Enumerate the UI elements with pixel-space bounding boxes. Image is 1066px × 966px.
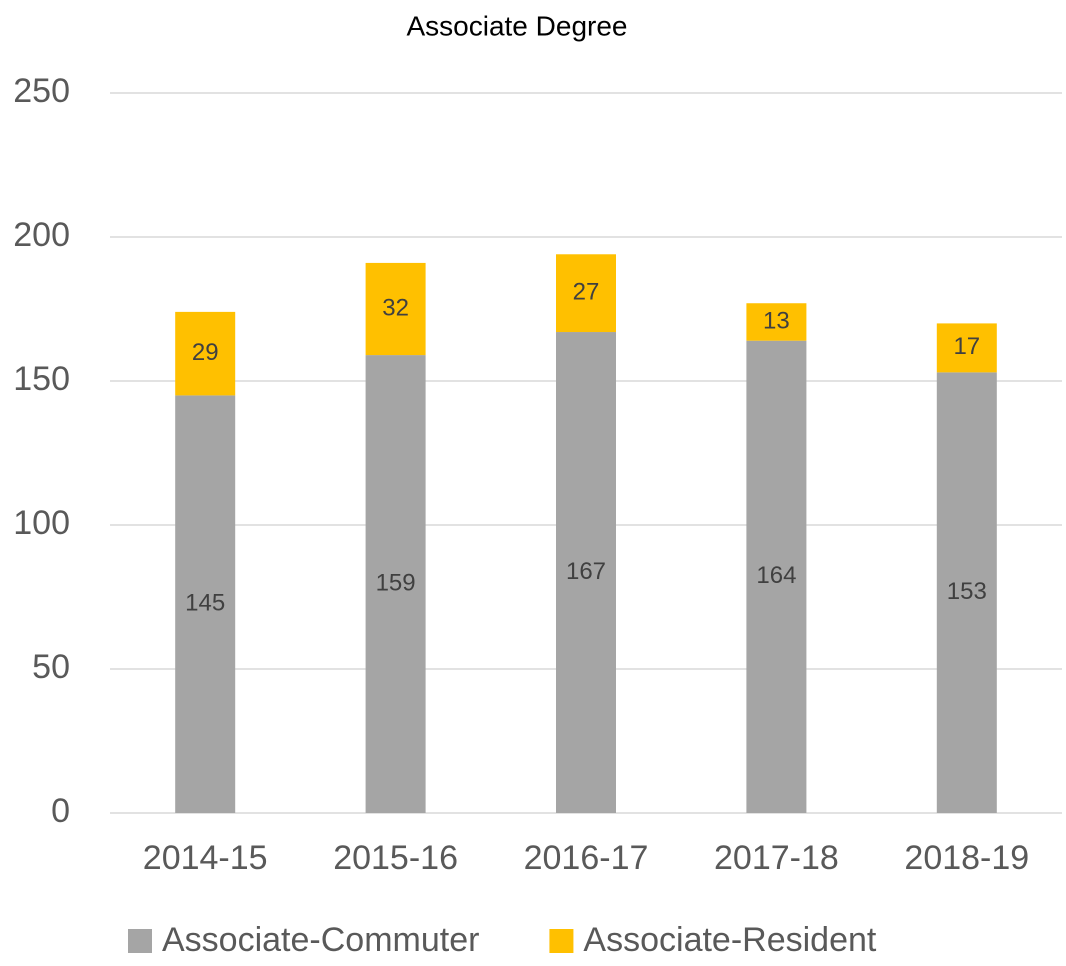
data-label: 13	[763, 307, 790, 334]
data-label: 29	[192, 339, 219, 366]
x-tick-label: 2018-19	[904, 839, 1029, 877]
y-tick-label: 0	[51, 792, 70, 830]
legend-swatch	[549, 929, 574, 953]
data-label: 164	[756, 562, 796, 589]
bar-segment	[365, 355, 426, 813]
y-tick-label: 50	[32, 648, 70, 686]
data-label: 32	[382, 294, 409, 321]
bar-segment	[746, 303, 807, 341]
legend-label: Associate-Resident	[583, 921, 876, 959]
x-tick-label: 2016-17	[524, 839, 649, 877]
x-tick-label: 2017-18	[714, 839, 839, 877]
y-tick-label: 250	[13, 72, 70, 110]
y-tick-label: 100	[13, 504, 70, 542]
legend-label: Associate-Commuter	[162, 921, 479, 959]
y-tick-label: 200	[13, 216, 70, 254]
x-tick-label: 2015-16	[333, 839, 458, 877]
data-label: 17	[953, 333, 980, 360]
bar-segment	[175, 311, 236, 396]
bar-segment	[365, 262, 426, 356]
bar-segment	[936, 323, 997, 373]
bar-segment	[746, 340, 807, 813]
data-label: 159	[376, 569, 416, 596]
y-tick-label: 150	[13, 360, 70, 398]
data-label: 167	[566, 558, 606, 585]
chart-title: Associate Degree	[406, 10, 627, 41]
bar-segment	[556, 332, 616, 813]
data-label: 153	[947, 578, 987, 605]
x-tick-label: 2014-15	[143, 839, 268, 877]
bar-segment	[936, 372, 997, 813]
legend-swatch	[128, 929, 152, 953]
data-label: 27	[573, 279, 600, 306]
data-label: 145	[185, 590, 225, 617]
bar-segment	[556, 254, 616, 333]
bar-segment	[175, 395, 236, 813]
